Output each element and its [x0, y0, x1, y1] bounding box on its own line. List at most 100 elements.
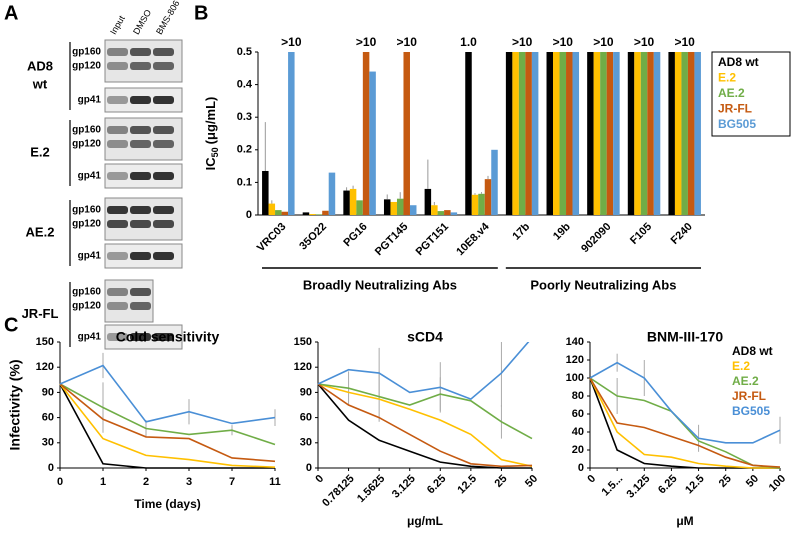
blot-band — [130, 140, 151, 148]
legend-entry: BG505 — [718, 117, 756, 131]
value-label: >10 — [512, 35, 533, 49]
value-label: >10 — [634, 35, 655, 49]
y-axis-label: IC50 (μg/mL) — [203, 97, 220, 171]
y-tick-label: 90 — [300, 386, 312, 398]
legend-entry: AE.2 — [718, 86, 745, 100]
legend-entry: AD8 wt — [732, 344, 773, 358]
y-tick-label: 150 — [36, 336, 54, 348]
bar — [465, 52, 472, 215]
blot-band — [130, 62, 151, 70]
line-series — [317, 383, 533, 468]
y-tick-label: 0.5 — [237, 46, 252, 58]
x-tick-label: 3 — [186, 476, 192, 488]
bar — [572, 52, 580, 215]
bar — [525, 52, 532, 215]
x-tick-label: 2 — [143, 476, 149, 488]
y-tick-label: 40 — [572, 426, 584, 438]
y-tick-label: 100 — [566, 372, 584, 384]
bar — [362, 52, 370, 215]
chart-title: Cold sensitivity — [116, 329, 220, 345]
y-tick-label: 30 — [300, 437, 312, 449]
bar — [356, 200, 363, 215]
bar — [491, 149, 498, 215]
bar — [478, 193, 485, 215]
x-tick-label: 1.5... — [600, 473, 626, 499]
blot-band — [107, 172, 128, 180]
bar — [281, 211, 289, 215]
x-tick-label: 3.125 — [390, 473, 418, 501]
bar — [566, 52, 573, 215]
bar — [437, 211, 445, 215]
blot-band — [153, 252, 174, 260]
bar — [505, 52, 513, 215]
lane-label: DMSO — [131, 8, 153, 36]
bar — [668, 52, 675, 215]
blot-band — [153, 333, 174, 341]
x-tick-label: 902090 — [579, 221, 613, 255]
y-tick-label: 0.4 — [237, 79, 253, 91]
x-tick-label: 0.78125 — [320, 473, 357, 510]
bar — [328, 172, 336, 215]
y-tick-label: 30 — [42, 437, 54, 449]
band-label: gp160 — [72, 125, 101, 136]
x-tick-label: 1 — [100, 476, 106, 488]
bar — [694, 52, 701, 215]
band-label: gp160 — [72, 287, 101, 298]
bar — [262, 170, 269, 215]
bar — [587, 52, 594, 215]
blot-image — [104, 117, 183, 161]
band-label: gp120 — [72, 61, 101, 72]
legend-box — [711, 51, 791, 137]
blot-band — [130, 288, 151, 296]
bar — [559, 52, 567, 215]
blot-name: AE.2 — [26, 224, 55, 239]
blot-band — [153, 206, 174, 214]
band-label: gp41 — [78, 332, 102, 343]
blot-band — [107, 140, 128, 148]
blot-band — [107, 206, 128, 214]
value-label: >10 — [397, 35, 418, 49]
x-tick-label: VRC03 — [255, 221, 289, 255]
bar — [288, 52, 295, 215]
y-tick-label: 0 — [246, 209, 252, 221]
bar — [315, 214, 323, 215]
x-tick-label: 12.5 — [683, 473, 707, 497]
blot-band — [107, 220, 128, 228]
x-axis-label: Time (days) — [134, 497, 200, 511]
x-axis-label: μM — [676, 514, 693, 528]
y-tick-label: 20 — [572, 444, 584, 456]
blot-name: JR-FL — [22, 306, 59, 321]
blot-band — [153, 220, 174, 228]
line-series — [589, 361, 781, 444]
legend-entry: E.2 — [732, 359, 750, 373]
y-tick-label: 0.1 — [237, 176, 252, 188]
blot-band — [130, 126, 151, 134]
legend-entry: AD8 wt — [718, 55, 759, 69]
bar — [343, 190, 350, 215]
line-series — [589, 377, 780, 469]
blot-band — [107, 288, 128, 296]
y-label-part: IC — [203, 157, 218, 171]
y-label-part: 50 — [210, 147, 220, 157]
x-tick-label: 1.5625 — [355, 473, 387, 505]
x-tick-label: 10E8.v4 — [454, 220, 492, 258]
y-tick-label: 60 — [572, 408, 584, 420]
x-tick-label: F240 — [669, 221, 695, 247]
blot-band — [107, 96, 128, 104]
line-series — [317, 383, 533, 468]
bar — [302, 212, 310, 215]
bar — [553, 52, 560, 215]
value-label: >10 — [281, 35, 302, 49]
band-label: gp41 — [78, 95, 102, 106]
x-tick-label: 0 — [57, 476, 63, 488]
blot-band — [130, 96, 151, 104]
blot-band — [107, 48, 128, 56]
bar — [424, 188, 432, 215]
x-tick-label: 12.5 — [455, 473, 479, 497]
blot-band — [153, 140, 174, 148]
bar — [518, 52, 526, 215]
line-series — [59, 383, 276, 468]
band-label: gp41 — [78, 171, 102, 182]
bar — [349, 188, 357, 215]
x-tick-label: 19b — [551, 221, 573, 243]
